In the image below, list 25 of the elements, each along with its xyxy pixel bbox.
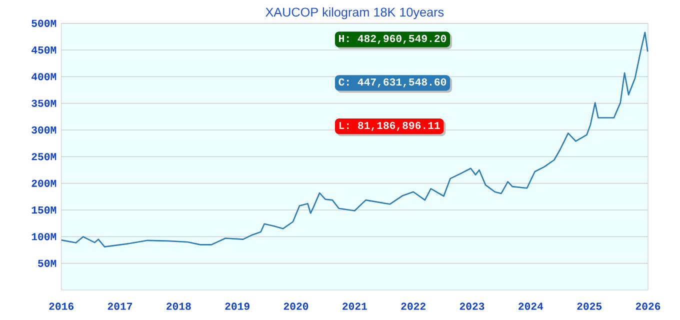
x-tick-label: 2016 (49, 302, 74, 310)
x-tick-label: 2021 (342, 302, 367, 310)
y-tick-label: 350M (32, 100, 56, 107)
chart-title: XAUCOP kilogram 18K 10years (266, 7, 444, 20)
y-tick-label: 150M (32, 206, 56, 214)
annotation: C: 447,631,548.60 (338, 78, 446, 88)
x-tick-label: 2026 (636, 302, 660, 310)
x-tick-label: 2023 (460, 302, 484, 310)
x-tick-label: 2018 (166, 302, 191, 310)
x-tick-label: 2019 (225, 302, 250, 310)
x-tick-label: 2025 (577, 302, 602, 310)
y-tick-label: 500M (32, 20, 56, 27)
x-tick-label: 2020 (284, 302, 308, 310)
y-tick-label: 300M (32, 126, 56, 134)
x-tick-label: 2024 (518, 302, 544, 310)
annotation: H: 482,960,549.20 (339, 34, 446, 44)
y-tick-label: 400M (32, 73, 56, 80)
y-tick-label: 250M (32, 153, 56, 160)
y-tick-label: 100M (32, 233, 56, 240)
x-tick-label: 2022 (401, 302, 426, 310)
y-tick-label: 200M (32, 180, 56, 187)
annotation: L: 81,186,896.11 (339, 122, 440, 131)
y-tick-label: 450M (32, 46, 56, 54)
y-tick-label: 50M (38, 260, 56, 267)
x-tick-label: 2017 (108, 302, 132, 310)
